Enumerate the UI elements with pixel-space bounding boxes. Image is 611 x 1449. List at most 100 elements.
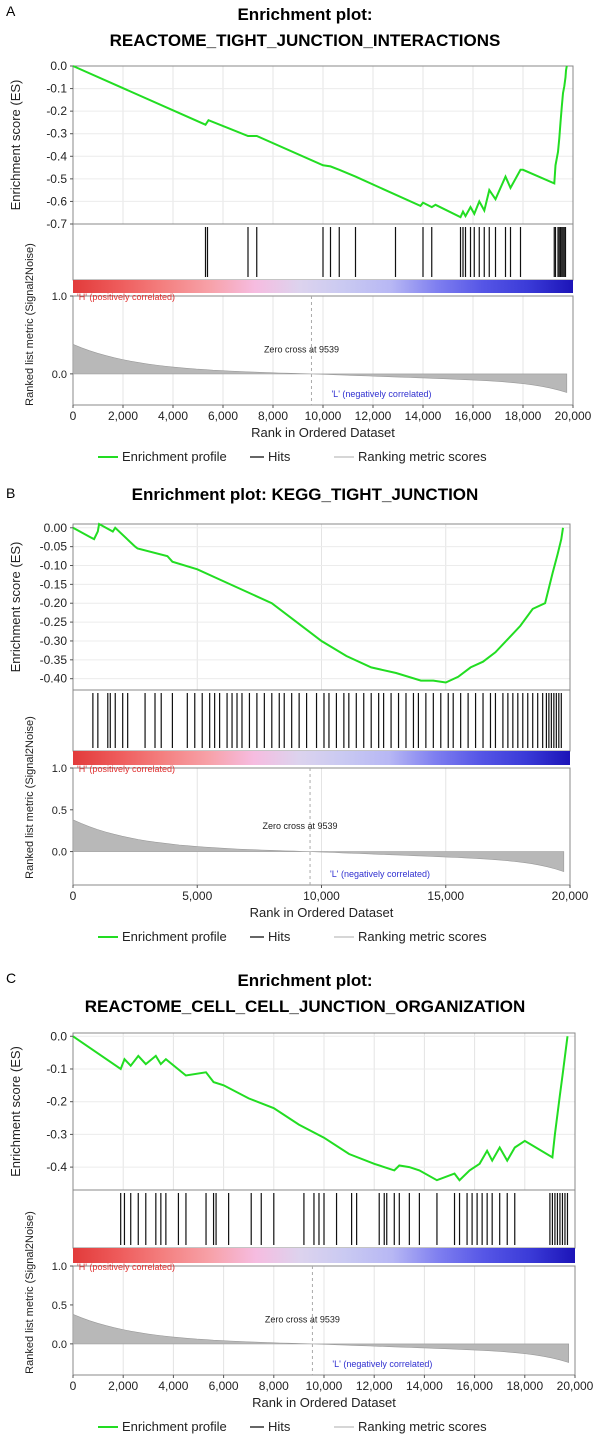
x-tick-label: 4,000: [158, 1379, 188, 1393]
legend-label-hits: Hits: [268, 1419, 291, 1434]
x-tick-label: 6,000: [209, 1379, 239, 1393]
x-tick-label: 12,000: [356, 1379, 393, 1393]
metric-y-axis-label: Ranked list metric (Signal2Noise): [24, 716, 36, 879]
x-axis-label: Rank in Ordered Dataset: [251, 425, 395, 440]
y-tick-label: -0.20: [40, 596, 68, 610]
y-tick-label: -0.1: [46, 1062, 67, 1076]
enrichment-profile-line: [72, 522, 564, 684]
y-tick-label: -0.25: [40, 615, 68, 629]
x-tick-label: 2,000: [108, 409, 138, 423]
y-axis-label: Enrichment score (ES): [8, 80, 23, 211]
positive-correlation-label: 'H' (positively correlated): [77, 292, 175, 302]
chart-title: REACTOME_TIGHT_JUNCTION_INTERACTIONS: [110, 31, 501, 50]
negative-correlation-label: 'L' (negatively correlated): [332, 1359, 432, 1369]
y-tick-label: -0.4: [46, 149, 67, 163]
ranking-metric-area: [72, 1313, 570, 1363]
y-tick-label: -0.2: [46, 1095, 67, 1109]
y-tick-label: -0.3: [46, 1127, 67, 1141]
y-tick-label: -0.7: [46, 217, 67, 231]
metric-y-tick-label: 0.5: [52, 1300, 67, 1312]
x-tick-label: 4,000: [158, 409, 188, 423]
metric-y-tick-label: 0.0: [52, 369, 67, 381]
x-tick-label: 20,000: [557, 1379, 594, 1393]
x-tick-label: 18,000: [506, 1379, 543, 1393]
ranking-color-bar: [73, 280, 573, 293]
x-tick-label: 10,000: [305, 409, 342, 423]
y-axis-label: Enrichment score (ES): [8, 1046, 23, 1177]
panel-label: B: [6, 485, 15, 501]
x-tick-label: 0: [70, 409, 77, 423]
metric-y-tick-label: 1.0: [52, 291, 67, 303]
enrichment-profile-line: [72, 1035, 569, 1182]
panel-label: C: [6, 970, 16, 986]
enrichment-panel-a: A Enrichment plot: REACTOME_TIGHT_JUNCTION…: [6, 3, 592, 464]
x-tick-label: 16,000: [456, 1379, 493, 1393]
ranking-color-bar: [73, 751, 570, 765]
enrichment-profile-line: [72, 65, 568, 219]
y-tick-label: 0.00: [44, 521, 68, 535]
y-tick-label: -0.30: [40, 634, 68, 648]
panel-label: A: [6, 3, 16, 19]
x-tick-label: 18,000: [505, 409, 542, 423]
x-tick-label: 8,000: [258, 409, 288, 423]
legend-label-enrichment: Enrichment profile: [122, 1419, 227, 1434]
ranking-metric-area: [72, 343, 568, 393]
x-tick-label: 6,000: [208, 409, 238, 423]
x-tick-label: 10,000: [306, 1379, 343, 1393]
metric-y-axis-label: Ranked list metric (Signal2Noise): [24, 1211, 36, 1374]
enrichment-panel-c: C Enrichment plot: REACTOME_CELL_CELL_JUNC…: [6, 970, 594, 1434]
positive-correlation-label: 'H' (positively correlated): [77, 1262, 175, 1272]
legend-label-enrichment: Enrichment profile: [122, 449, 227, 464]
y-tick-label: -0.35: [40, 653, 68, 667]
x-tick-label: 10,000: [303, 889, 340, 903]
ranking-metric-area: [72, 819, 565, 873]
y-tick-label: 0.0: [50, 59, 67, 73]
chart-title: REACTOME_CELL_CELL_JUNCTION_ORGANIZATION: [85, 997, 525, 1016]
legend-label-hits: Hits: [268, 929, 291, 944]
x-tick-label: 14,000: [406, 1379, 443, 1393]
zero-cross-label: Zero cross at 9539: [265, 1315, 340, 1325]
y-tick-label: -0.2: [46, 104, 67, 118]
y-tick-label: -0.3: [46, 127, 67, 141]
legend-label-hits: Hits: [268, 449, 291, 464]
metric-y-tick-label: 0.5: [52, 805, 67, 817]
chart-title: Enrichment plot:: [237, 5, 372, 24]
legend-label-metric: Ranking metric scores: [358, 929, 487, 944]
y-axis-label: Enrichment score (ES): [8, 542, 23, 673]
metric-y-tick-label: 1.0: [52, 1261, 67, 1273]
y-tick-label: -0.40: [40, 672, 68, 686]
legend-label-enrichment: Enrichment profile: [122, 929, 227, 944]
metric-y-axis-label: Ranked list metric (Signal2Noise): [24, 243, 36, 406]
metric-y-tick-label: 0.0: [52, 847, 67, 859]
legend-label-metric: Ranking metric scores: [358, 449, 487, 464]
y-tick-label: -0.15: [40, 577, 68, 591]
x-tick-label: 14,000: [405, 409, 442, 423]
x-tick-label: 8,000: [259, 1379, 289, 1393]
x-tick-label: 0: [70, 889, 77, 903]
zero-cross-label: Zero cross at 9539: [263, 821, 338, 831]
metric-y-tick-label: 1.0: [52, 763, 67, 775]
chart-title: Enrichment plot:: [237, 971, 372, 990]
x-tick-label: 15,000: [427, 889, 464, 903]
x-tick-label: 20,000: [552, 889, 589, 903]
enrichment-panel-b: B Enrichment plot: KEGG_TIGHT_JUNCTION 0.0…: [6, 485, 589, 944]
x-axis-label: Rank in Ordered Dataset: [252, 1395, 396, 1410]
metric-y-tick-label: 0.0: [52, 1339, 67, 1351]
zero-cross-label: Zero cross at 9539: [264, 345, 339, 355]
legend-label-metric: Ranking metric scores: [358, 1419, 487, 1434]
x-tick-label: 20,000: [555, 409, 592, 423]
positive-correlation-label: 'H' (positively correlated): [77, 764, 175, 774]
negative-correlation-label: 'L' (negatively correlated): [330, 869, 430, 879]
x-axis-label: Rank in Ordered Dataset: [250, 905, 394, 920]
negative-correlation-label: 'L' (negatively correlated): [331, 389, 431, 399]
x-tick-label: 16,000: [455, 409, 492, 423]
chart-title: Enrichment plot: KEGG_TIGHT_JUNCTION: [132, 485, 479, 504]
x-tick-label: 0: [70, 1379, 77, 1393]
x-tick-label: 5,000: [182, 889, 212, 903]
y-tick-label: -0.4: [46, 1160, 67, 1174]
y-tick-label: -0.6: [46, 194, 67, 208]
ranking-color-bar: [73, 1248, 575, 1263]
y-tick-label: 0.0: [50, 1029, 67, 1043]
y-tick-label: -0.5: [46, 172, 67, 186]
